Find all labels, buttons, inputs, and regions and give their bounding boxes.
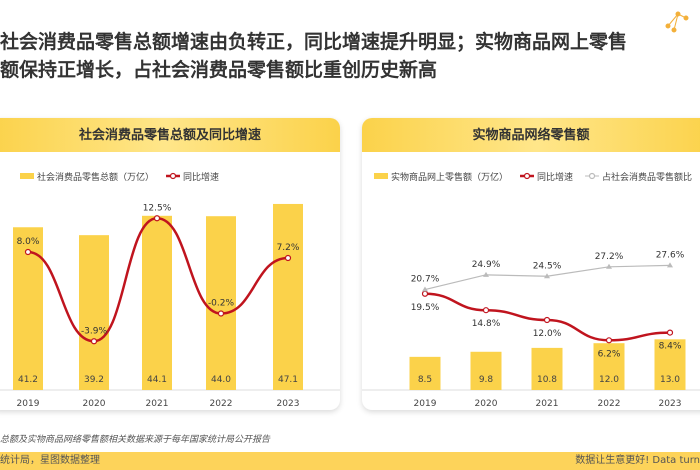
bar-label: 39.2 [84, 375, 104, 385]
point-label: 7.2% [277, 243, 300, 253]
chart-title: 实物商品网络零售额 [362, 118, 700, 152]
legend-swatch [20, 173, 34, 179]
line-point [483, 271, 489, 277]
bar [593, 343, 625, 390]
point-label: 19.5% [411, 303, 440, 313]
bar [273, 203, 303, 390]
x-tick-label: 2020 [475, 399, 498, 409]
line-point [666, 329, 674, 336]
bar [409, 356, 441, 390]
line-point [606, 263, 612, 269]
bar-label: 47.1 [278, 375, 298, 385]
line-point [543, 316, 551, 324]
bar-label: 41.2 [18, 375, 38, 385]
x-tick-label: 2021 [536, 399, 559, 409]
point-label: -3.9% [81, 326, 108, 336]
point-label: 12.0% [533, 329, 562, 339]
line-point [421, 290, 429, 297]
left-chart: 社会消费品零售总额（万亿） 同比增速 2019 2020 2021 2022 2023 41.… [0, 171, 340, 409]
line-point [482, 307, 490, 314]
x-tick-label: 2020 [83, 399, 106, 409]
x-tick-label: 2019 [414, 399, 437, 409]
point-label: 8.4% [659, 342, 682, 352]
point-label: -0.2% [208, 299, 235, 309]
line-point [544, 273, 550, 279]
point-label: 20.7% [411, 275, 440, 285]
point-label: 12.5% [143, 203, 172, 213]
bar [654, 339, 686, 390]
line-point [24, 248, 32, 256]
line-point [90, 338, 98, 345]
legend-label: 实物商品网上零售额（万亿） [391, 171, 508, 183]
title-line-1: 社会消费品零售总额增速由负转正，同比增速提升明显；实物商品网上零售 [0, 31, 628, 53]
legend-label: 同比增速 [183, 171, 219, 183]
bar-label: 44.1 [147, 375, 167, 385]
x-tick-label: 2019 [17, 399, 40, 409]
line-point [422, 286, 428, 292]
footer-source: 统计局，星图数据整理 [0, 455, 100, 466]
source-note: 总额及实物商品网络零售额相关数据来源于每年国家统计局公开报告 [0, 435, 271, 445]
line-point [667, 262, 673, 268]
line-point [284, 254, 292, 262]
point-label: 27.6% [656, 250, 685, 260]
bar [79, 235, 109, 390]
bar-label: 13.0 [660, 375, 680, 385]
bar [470, 351, 502, 390]
point-label: 8.0% [17, 237, 40, 247]
bar-label: 12.0 [599, 375, 619, 385]
legend-label: 社会消费品零售总额（万亿） [37, 171, 154, 183]
footer-slogan: 数据让生意更好! Data turn [575, 455, 700, 466]
x-tick-label: 2022 [210, 399, 233, 409]
logo-icon [665, 11, 689, 33]
bar-label: 8.5 [418, 375, 432, 385]
x-tick-label: 2022 [598, 399, 621, 409]
legend-label: 占社会消费品零售额比 [602, 171, 692, 183]
point-label: 24.5% [533, 261, 562, 271]
point-label: 6.2% [598, 349, 621, 359]
bar-label: 44.0 [211, 375, 231, 385]
left-chart-panel: 社会消费品零售总额及同比增速 社会消费品零售总额（万亿） 同比增速 2019 2020… [0, 118, 340, 410]
point-label: 24.9% [472, 260, 501, 270]
legend-swatch [374, 173, 388, 179]
x-tick-label: 2023 [277, 399, 300, 409]
line-point [605, 337, 613, 344]
bar-label: 10.8 [537, 375, 557, 385]
footer: 统计局，星图数据整理 数据让生意更好! Data turn [0, 452, 700, 470]
right-chart: 实物商品网上零售额（万亿） 同比增速 占社会消费品零售额比 2019 2020 2021 2… [362, 171, 700, 409]
bar-label: 9.8 [479, 375, 494, 385]
point-label: 14.8% [472, 319, 501, 329]
legend-marker [523, 172, 531, 180]
x-tick-label: 2023 [659, 399, 682, 409]
bar [531, 347, 563, 390]
bar [206, 216, 236, 390]
legend-label: 同比增速 [537, 171, 573, 183]
legend-marker [588, 172, 596, 180]
x-tick-label: 2021 [146, 399, 169, 409]
page-title: 社会消费品零售总额增速由负转正，同比增速提升明显；实物商品网上零售 额保持正增长，… [0, 28, 627, 84]
point-label: 27.2% [595, 252, 624, 262]
chart-title: 社会消费品零售总额及同比增速 [0, 118, 340, 152]
line-point [153, 215, 161, 222]
bar [142, 215, 172, 390]
legend-marker [169, 172, 177, 180]
title-line-2: 额保持正增长，占社会消费品零售额比重创历史新高 [0, 59, 438, 81]
line-point [217, 310, 225, 317]
right-chart-panel: 实物商品网络零售额 实物商品网上零售额（万亿） 同比增速 占社会消费品零售额比 201… [362, 118, 700, 410]
